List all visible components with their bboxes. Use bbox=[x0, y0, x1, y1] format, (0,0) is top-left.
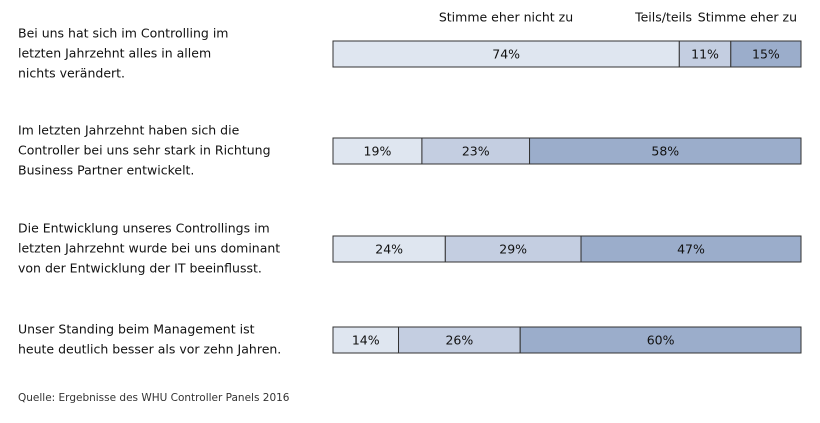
category-label: Business Partner entwickelt. bbox=[18, 163, 194, 178]
value-label: 58% bbox=[651, 144, 679, 159]
category-label: letzten Jahrzehnt wurde bei uns dominant bbox=[18, 241, 280, 256]
bar-segment bbox=[678, 40, 732, 68]
value-label: 14% bbox=[352, 333, 380, 348]
value-label: 74% bbox=[492, 47, 520, 62]
value-label: 15% bbox=[752, 47, 780, 62]
category-label: nichts verändert. bbox=[18, 66, 125, 81]
category-label: Bei uns hat sich im Controlling im bbox=[18, 26, 229, 41]
bar-segment bbox=[421, 137, 531, 165]
category-label: Die Entwicklung unseres Controllings im bbox=[18, 221, 270, 236]
legend-label: Stimme eher zu bbox=[698, 10, 797, 25]
legend-label: Teils/teils bbox=[634, 10, 692, 25]
category-label: Im letzten Jahrzehnt haben sich die bbox=[18, 123, 240, 138]
category-label: von der Entwicklung der IT beeinflusst. bbox=[18, 261, 262, 276]
category-label: Unser Standing beim Management ist bbox=[18, 322, 255, 337]
value-label: 11% bbox=[691, 47, 719, 62]
value-label: 29% bbox=[499, 242, 527, 257]
bar-segment bbox=[444, 235, 582, 263]
value-label: 23% bbox=[462, 144, 490, 159]
value-label: 24% bbox=[375, 242, 403, 257]
bar-segment bbox=[332, 326, 400, 354]
value-label: 26% bbox=[445, 333, 473, 348]
category-label: letzten Jahrzehnt alles in allem bbox=[18, 46, 211, 61]
bar-segment bbox=[332, 40, 680, 68]
bar-segment bbox=[529, 137, 802, 165]
source-note: Quelle: Ergebnisse des WHU Controller Pa… bbox=[18, 392, 290, 404]
value-label: 19% bbox=[364, 144, 392, 159]
category-label: heute deutlich besser als vor zehn Jahre… bbox=[18, 342, 281, 357]
bar-segment bbox=[332, 235, 446, 263]
legend-label: Stimme eher nicht zu bbox=[439, 10, 573, 25]
bar-segment bbox=[519, 326, 802, 354]
bar-segment bbox=[730, 40, 802, 68]
value-label: 60% bbox=[647, 333, 675, 348]
value-label: 47% bbox=[677, 242, 705, 257]
category-label: Controller bei uns sehr stark in Richtun… bbox=[18, 143, 271, 158]
bar-segment bbox=[580, 235, 802, 263]
